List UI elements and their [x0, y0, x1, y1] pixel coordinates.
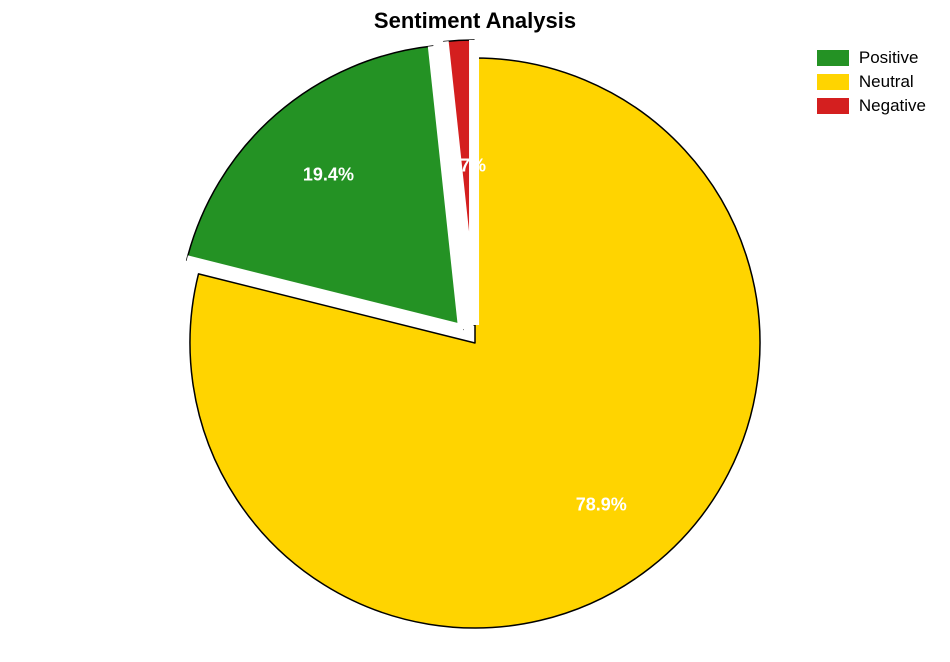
slice-label-neutral: 78.9%	[576, 494, 627, 515]
slice-label-positive: 19.4%	[303, 164, 354, 185]
sentiment-pie-chart: Sentiment Analysis Positive Neutral Nega…	[0, 0, 950, 662]
slice-label-negative: 1.7%	[445, 155, 486, 176]
pie-area: 78.9% 19.4% 1.7%	[0, 0, 950, 662]
pie-svg	[0, 0, 950, 662]
